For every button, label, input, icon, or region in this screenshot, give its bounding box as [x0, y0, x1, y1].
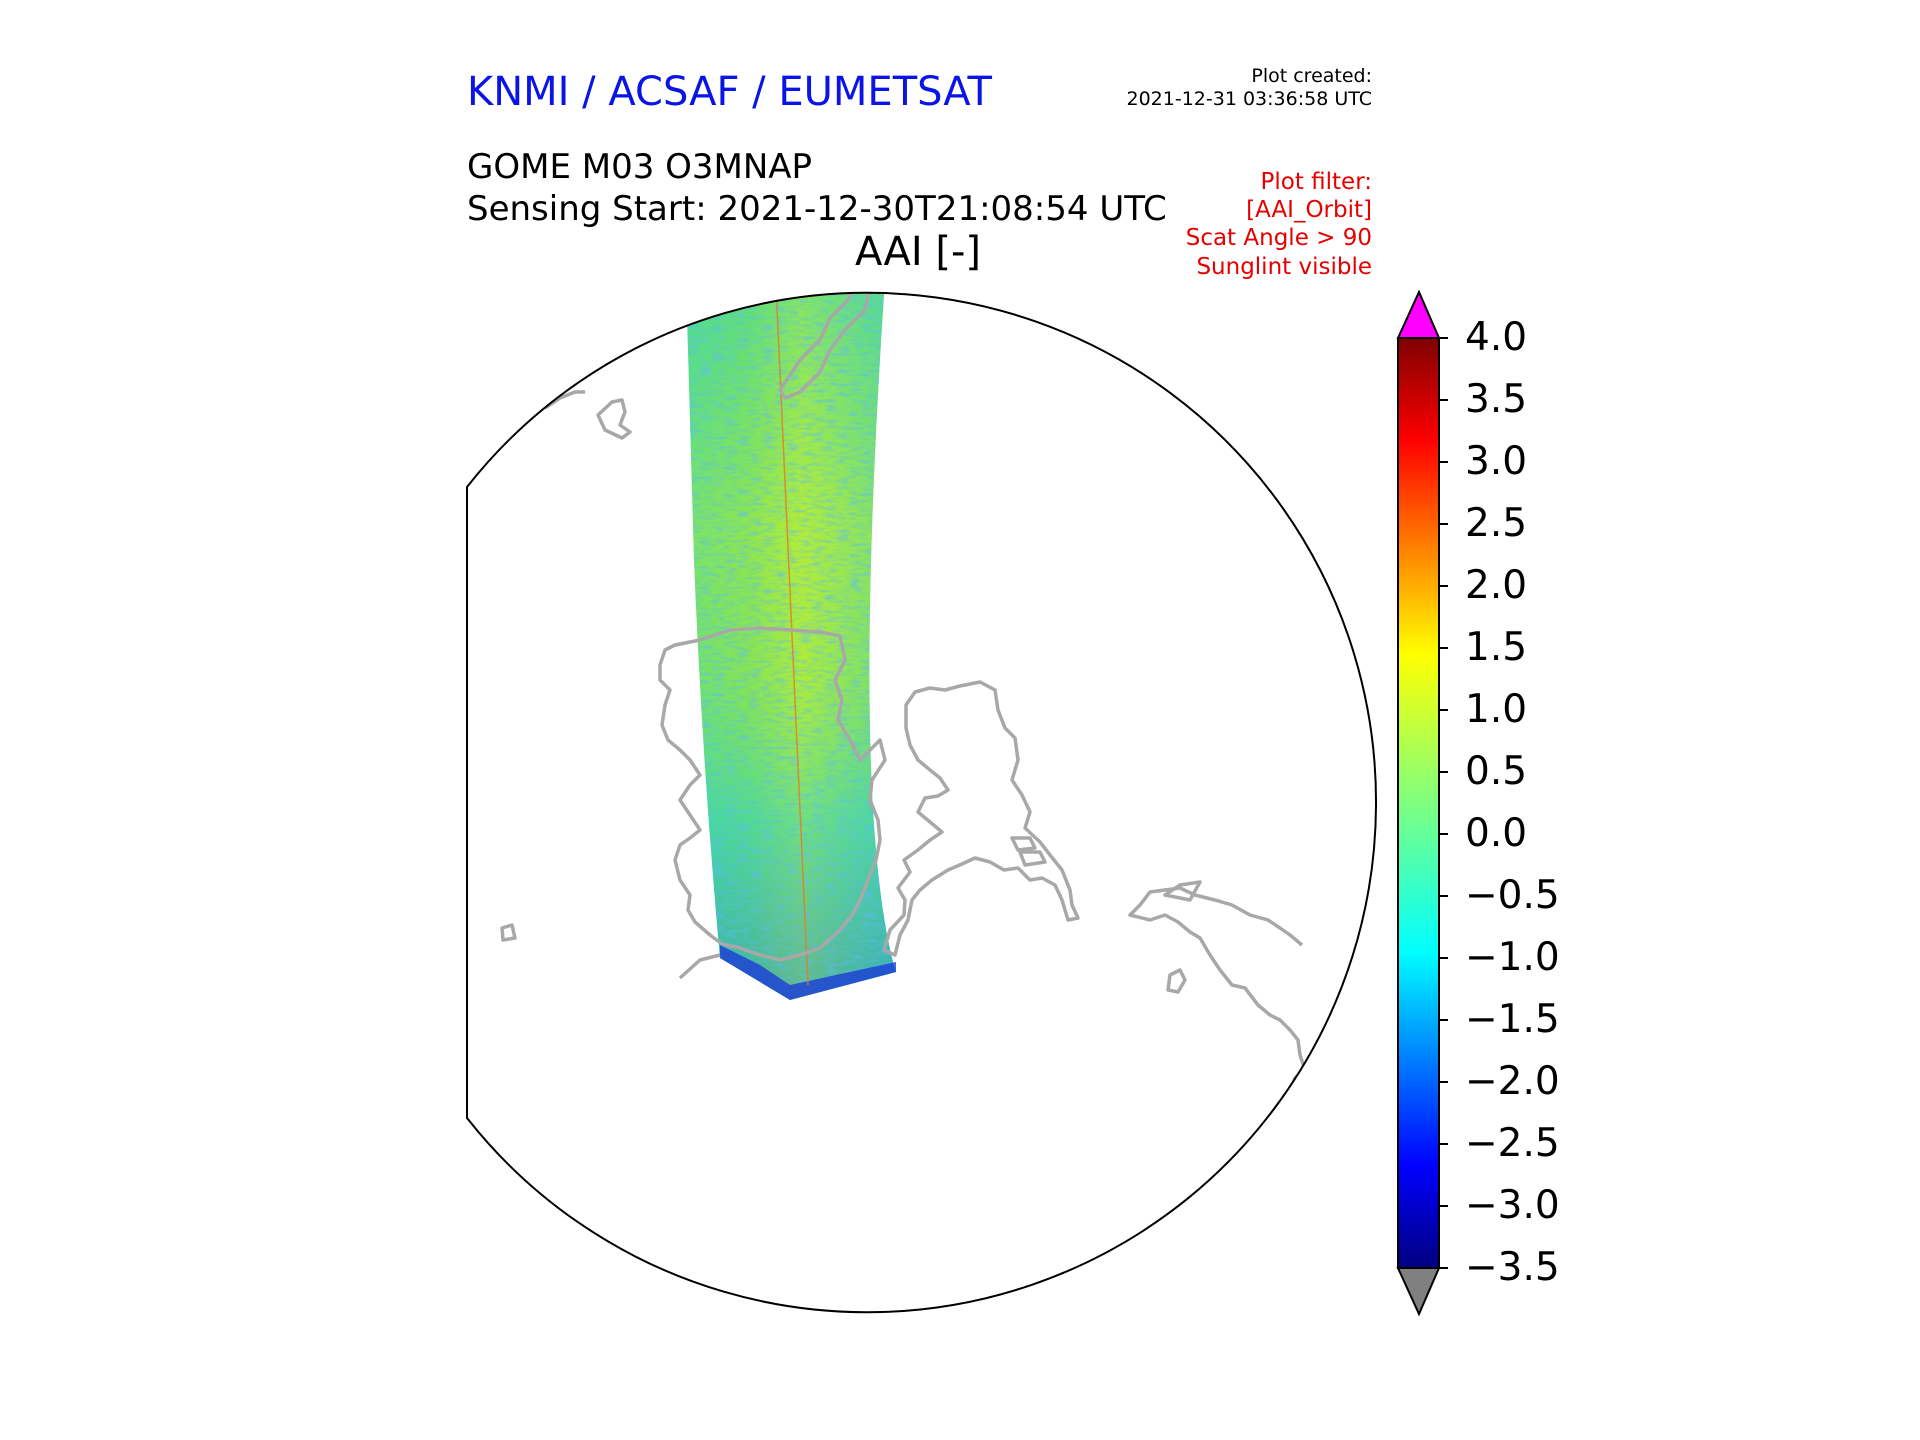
colorbar-tick-label: −2.0 [1465, 1059, 1560, 1104]
colorbar-tick-label: −1.0 [1465, 935, 1560, 980]
plot-filter-label: Plot filter: [1260, 169, 1372, 195]
colorbar-under-arrow [1396, 1267, 1441, 1317]
coastline-greenland [658, 626, 887, 962]
coastline-islet [1166, 968, 1187, 994]
parameter-title: AAI [-] [855, 229, 981, 275]
coastline-north-island [778, 292, 872, 400]
colorbar-tick-label: 3.0 [1465, 439, 1528, 484]
colorbar-over-arrow [1396, 289, 1441, 339]
globe-area [500, 292, 1307, 1141]
coastline-islet [1010, 836, 1037, 852]
coastline-eurasia [1128, 886, 1307, 1141]
plot-created-label: Plot created: [1251, 65, 1372, 87]
colorbar-gradient [1397, 337, 1440, 1269]
colorbar [1396, 289, 1448, 1317]
colorbar-tick-marks [1439, 337, 1448, 1269]
product-name: GOME M03 O3MNAP [467, 147, 813, 187]
colorbar-tick-label: 1.0 [1465, 687, 1528, 732]
coastline-islet [1163, 880, 1202, 902]
colorbar-tick-label: 0.0 [1465, 811, 1528, 856]
coastline-islet [1018, 850, 1047, 867]
organization-title: KNMI / ACSAF / EUMETSAT [467, 69, 992, 115]
coastline-islet [500, 923, 517, 942]
swath-edge-dark-pixels [720, 945, 896, 1000]
colorbar-tick-label: −0.5 [1465, 873, 1560, 918]
coastline-archipelago [882, 680, 1080, 957]
colorbar-tick-label: 2.5 [1465, 501, 1528, 546]
colorbar-tick-label: 3.5 [1465, 377, 1528, 422]
coastlines [500, 292, 1307, 1141]
colorbar-tick-label: −3.5 [1465, 1245, 1560, 1290]
coastline-small-island [596, 398, 632, 440]
colorbar-tick-label: −1.5 [1465, 997, 1560, 1042]
colorbar-tick-label: −2.5 [1465, 1121, 1560, 1166]
colorbar-tick-label: 4.0 [1465, 315, 1528, 360]
map-boundary [466, 291, 1378, 1314]
sensing-start: Sensing Start: 2021-12-30T21:08:54 UTC [467, 189, 1167, 229]
colorbar-tick-label: 2.0 [1465, 563, 1528, 608]
satellite-swath-texture [686, 292, 896, 1000]
colorbar-tick-label: 1.5 [1465, 625, 1528, 670]
plot-filter-item: Scat Angle > 90 [1185, 225, 1372, 251]
plot-filter-item: Sunglint visible [1196, 254, 1372, 280]
coastline-antarctica-shelf [678, 953, 721, 980]
plot-created-timestamp: 2021-12-31 03:36:58 UTC [1126, 88, 1373, 110]
colorbar-tick-label: −3.0 [1465, 1183, 1560, 1228]
plot-filter-item: [AAI_Orbit] [1246, 197, 1372, 223]
colorbar-tick-label: 0.5 [1465, 749, 1528, 794]
swath-center-track [775, 292, 809, 986]
coastline-fragment [544, 390, 585, 410]
